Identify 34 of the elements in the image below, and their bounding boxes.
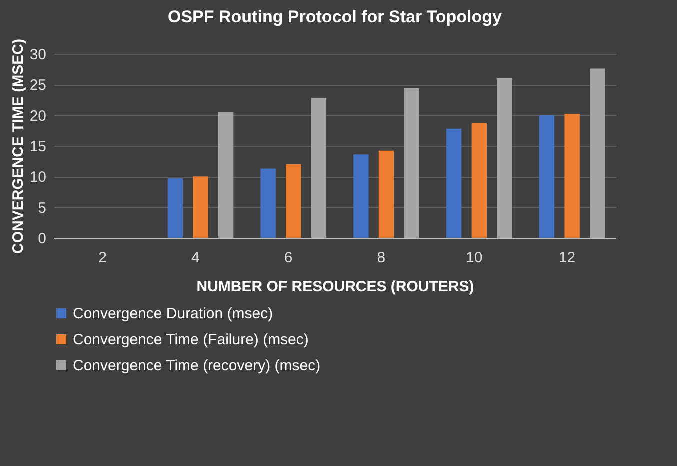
bar bbox=[168, 178, 183, 238]
y-tick-label: 30 bbox=[30, 46, 46, 64]
y-axis-title: CONVERGENCE TIME (MSEC) bbox=[10, 38, 27, 254]
bar bbox=[564, 114, 580, 238]
y-tick-label: 5 bbox=[38, 200, 46, 217]
x-tick-label: 10 bbox=[466, 250, 483, 266]
legend-label: Convergence Time (Failure) (msec) bbox=[73, 332, 309, 348]
chart-title: OSPF Routing Protocol for Star Topology bbox=[168, 7, 503, 26]
bar bbox=[354, 154, 369, 238]
legend-label: Convergence Duration (msec) bbox=[73, 306, 274, 322]
y-tick-label: 15 bbox=[30, 138, 46, 156]
x-tick-label: 2 bbox=[98, 250, 107, 266]
y-tick-label: 20 bbox=[30, 108, 46, 125]
bar bbox=[260, 168, 276, 238]
x-tick-label: 8 bbox=[377, 250, 386, 266]
x-tick-label: 6 bbox=[284, 250, 293, 266]
bar bbox=[590, 68, 606, 238]
y-tick-label: 25 bbox=[30, 77, 46, 94]
x-tick-label: 4 bbox=[191, 250, 200, 266]
bar bbox=[378, 150, 394, 238]
x-axis-title: NUMBER OF RESOURCES (ROUTERS) bbox=[196, 278, 474, 296]
bar bbox=[497, 78, 512, 238]
y-tick-label: 0 bbox=[38, 230, 46, 248]
bar bbox=[193, 176, 208, 238]
bar bbox=[311, 98, 327, 238]
bar bbox=[539, 115, 555, 238]
bar bbox=[472, 123, 488, 238]
bar bbox=[218, 112, 234, 238]
legend-label: Convergence Time (recovery) (msec) bbox=[73, 358, 321, 374]
bar bbox=[404, 88, 420, 238]
bar bbox=[446, 128, 462, 238]
y-tick-label: 10 bbox=[30, 169, 46, 186]
bar bbox=[286, 164, 302, 238]
x-tick-label: 12 bbox=[558, 250, 576, 266]
